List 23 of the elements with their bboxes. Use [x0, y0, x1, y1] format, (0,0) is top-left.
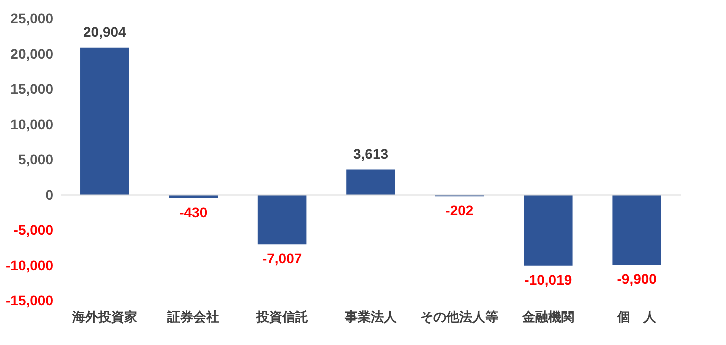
x-tick-label: 投資信託: [255, 310, 308, 324]
data-label: -7,007: [262, 250, 302, 267]
y-tick-label: 0: [46, 186, 54, 203]
y-tick-label: -15,000: [6, 292, 54, 308]
y-tick-label: -10,000: [6, 257, 54, 274]
y-tick-label: -5,000: [14, 222, 54, 238]
y-tick-label: 25,000: [10, 10, 54, 26]
x-tick-label: 海外投資家: [71, 310, 138, 324]
y-tick-label: 5,000: [18, 152, 54, 168]
data-label: -10,019: [524, 272, 572, 288]
y-tick-label: 10,000: [10, 116, 54, 132]
x-tick-label: その他法人等: [420, 310, 499, 324]
x-tick-label: 金融機関: [521, 310, 574, 324]
data-label: -9,900: [617, 271, 658, 288]
data-label: -430: [180, 204, 208, 220]
x-tick-label: 事業法人: [344, 310, 398, 324]
data-label: 20,904: [83, 24, 127, 40]
x-tick-label: 個 人: [616, 310, 658, 324]
data-label: -202: [446, 202, 474, 219]
y-tick-label: 20,000: [10, 46, 54, 62]
data-label: 3,613: [353, 146, 389, 162]
x-tick-label: 証券会社: [166, 310, 220, 324]
y-tick-label: 15,000: [10, 81, 54, 97]
